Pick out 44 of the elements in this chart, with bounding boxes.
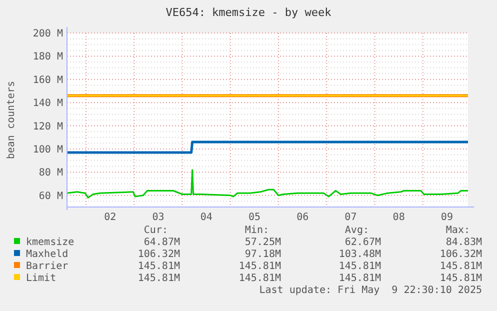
y-tick-label: 100 M xyxy=(32,144,63,156)
text: Avg: xyxy=(344,225,369,236)
text: 145.81M xyxy=(138,273,180,284)
text: 57.25M xyxy=(244,237,281,248)
y-tick-label: 80 M xyxy=(38,168,63,179)
x-tick-label: 04 xyxy=(200,212,212,223)
text: 145.81M xyxy=(238,261,281,272)
text: 145.81M xyxy=(138,261,180,272)
y-tick-label: 200 M xyxy=(32,28,63,40)
x-tick-label: 02 xyxy=(104,212,116,223)
text: 145.81M xyxy=(338,273,381,284)
x-tick-label: 06 xyxy=(296,212,309,223)
line-series xyxy=(66,169,469,198)
text: Max: xyxy=(446,225,470,236)
y-tick-label: 160 M xyxy=(32,74,63,86)
chart-title: VE654: kmemsize - by week xyxy=(166,6,332,19)
text: Cur: xyxy=(144,225,168,236)
y-tick-label: 180 M xyxy=(32,52,63,63)
text: Min: xyxy=(244,225,269,236)
legend-label: Limit xyxy=(26,273,56,284)
legend-label: Maxheld xyxy=(26,249,68,260)
text: 84.83M xyxy=(446,237,482,248)
text: 64.87M xyxy=(144,237,180,248)
text: 106.32M xyxy=(440,249,482,260)
text: 106.32M xyxy=(138,249,180,260)
text: 97.18M xyxy=(244,249,281,260)
y-tick-label: 120 M xyxy=(32,121,63,132)
x-tick-label: 08 xyxy=(392,212,405,223)
x-tick-label: 05 xyxy=(248,212,260,223)
legend-label: kmemsize xyxy=(26,237,74,248)
legend-label: Barrier xyxy=(26,261,68,272)
x-tick-label: 03 xyxy=(152,212,164,223)
text: 145.81M xyxy=(238,273,281,284)
text: 145.81M xyxy=(440,273,482,284)
x-tick-label: 09 xyxy=(440,212,453,223)
text: 145.81M xyxy=(338,261,381,272)
y-axis-title: bean counters xyxy=(6,80,17,160)
text: 145.81M xyxy=(440,261,482,272)
y-tick-label: 140 M xyxy=(32,98,63,110)
text: 103.48M xyxy=(338,249,381,260)
text: 62.67M xyxy=(344,237,381,248)
y-tick-label: 60 M xyxy=(38,190,63,202)
x-tick-label: 07 xyxy=(344,212,357,223)
text: Last update: Fri May 9 22:30:10 2025 xyxy=(259,285,482,296)
